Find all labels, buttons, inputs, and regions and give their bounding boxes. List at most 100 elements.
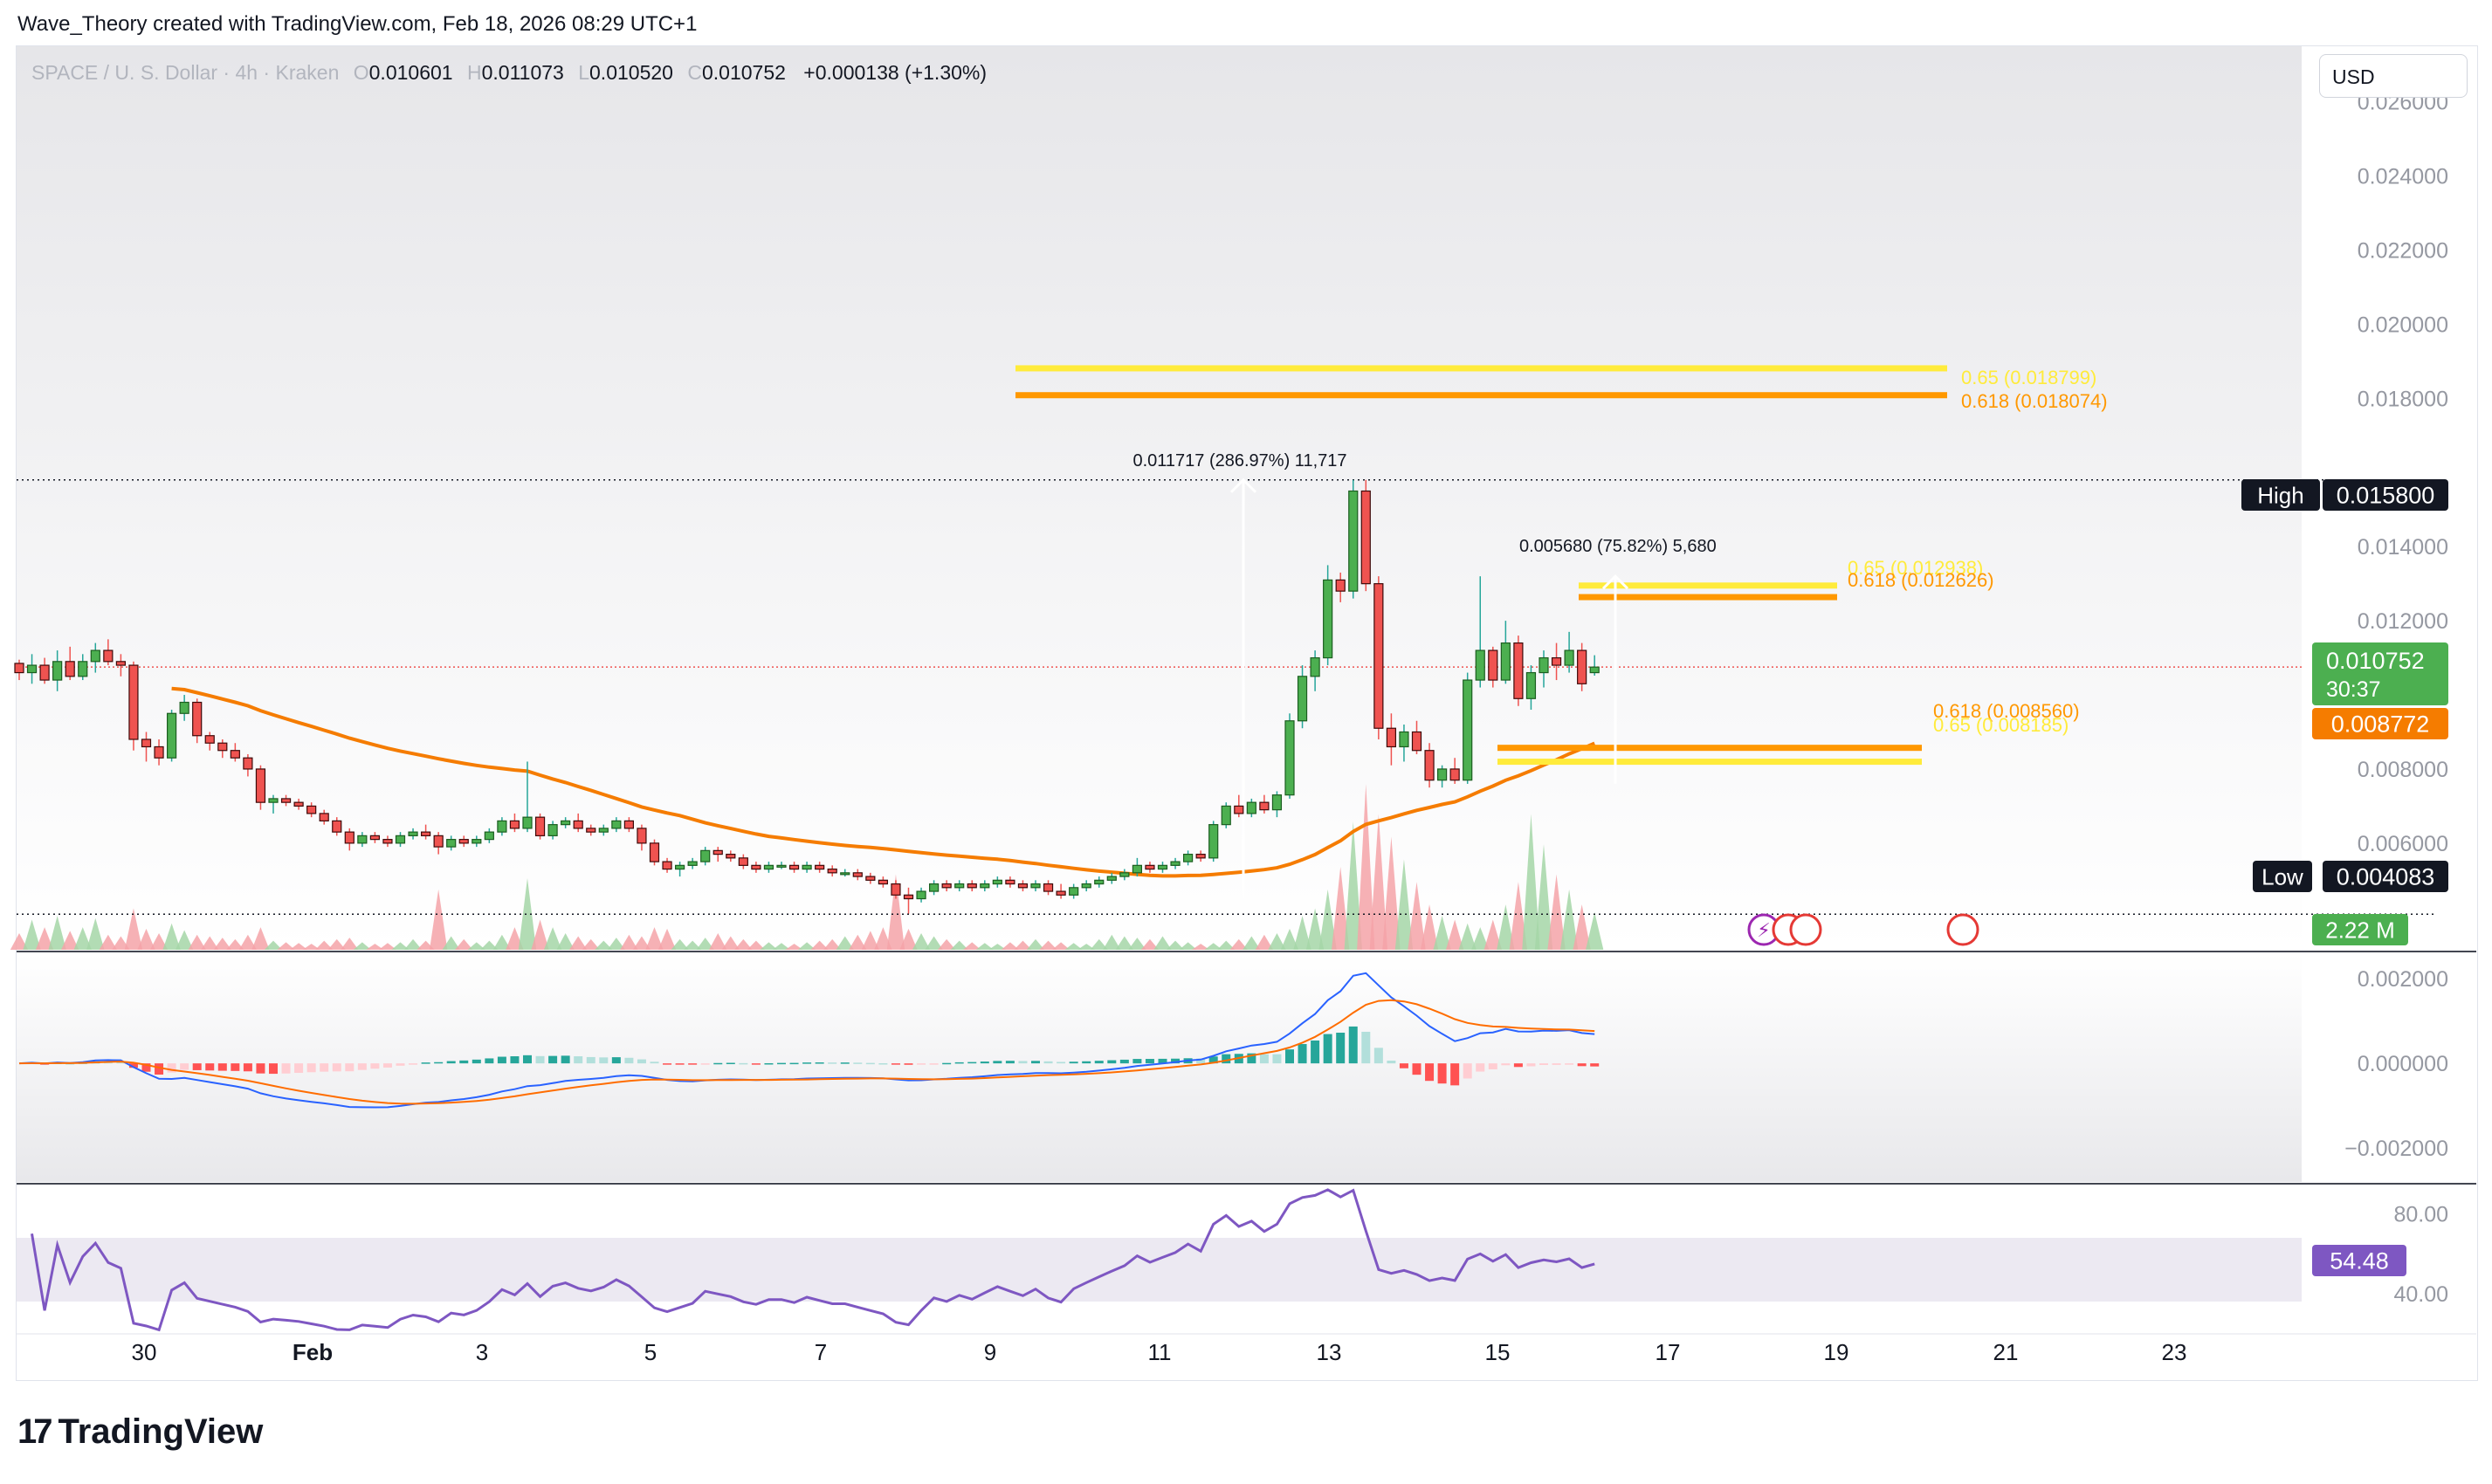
currency-selector[interactable]: USD (2319, 54, 2468, 98)
candle-body (852, 872, 863, 877)
macd-histogram-bar (599, 1057, 609, 1064)
candle-body (1513, 642, 1524, 699)
low-marker-value: 0.004083 (2337, 864, 2435, 890)
macd-histogram-bar (789, 1062, 799, 1065)
event-icons[interactable]: ⚡ (1747, 913, 1979, 946)
volume-mark (61, 931, 79, 950)
candle-body (1246, 801, 1256, 814)
fib-label-mid-065: 0.65 (0.012938) (1848, 557, 1983, 579)
volume-mark (671, 938, 689, 950)
high-marker-value: 0.015800 (2337, 483, 2435, 509)
open-value: 0.010601 (368, 61, 453, 84)
candle-body (788, 864, 800, 870)
macd-histogram-bar (561, 1055, 570, 1064)
macd-histogram-bar (306, 1063, 316, 1073)
fib-low-0618 (1497, 745, 1922, 752)
candle-body (674, 864, 685, 870)
candle-body (815, 864, 825, 870)
candle-body (1539, 656, 1549, 674)
rsi-indicator (31, 1188, 1595, 1332)
macd-histogram-bar (269, 1063, 278, 1075)
candle-body (878, 879, 889, 885)
macd-histogram-bar (637, 1059, 646, 1064)
volume-mark (162, 923, 181, 950)
measure-arrowhead-1 (1229, 477, 1257, 493)
time-tick-label: 7 (815, 1339, 827, 1365)
candle-body (1017, 883, 1029, 889)
volume-mark (1077, 944, 1096, 950)
macd-histogram-bar (1285, 1049, 1294, 1064)
volume-mark (341, 938, 359, 950)
volume-mark (797, 942, 816, 950)
macd-histogram-bar (1336, 1032, 1346, 1064)
symbol-legend[interactable]: SPACE / U. S. Dollar · 4h · Kraken O0.01… (31, 61, 987, 85)
candle-body (916, 890, 926, 900)
time-axis[interactable]: 30 Feb 3 5 7 9 11 13 15 17 19 21 23 (132, 1339, 2187, 1365)
candle-body (192, 701, 203, 737)
time-tick-label: 17 (1656, 1339, 1681, 1365)
candle-body (611, 820, 622, 829)
change-value: +0.000138 (+1.30%) (803, 61, 988, 84)
candle-body (992, 879, 1002, 885)
candle-body (78, 661, 88, 677)
volume-tag: 2.22 M (2325, 917, 2395, 943)
volume-mark (1573, 904, 1591, 950)
volume-mark (1559, 889, 1579, 950)
candle-body (1399, 731, 1409, 748)
macd-histogram-bar (1018, 1061, 1028, 1064)
candle-body (1297, 676, 1308, 722)
volume-mark (925, 936, 943, 950)
macd-histogram-bar (1171, 1058, 1181, 1064)
us-flag-icon[interactable] (1946, 913, 1979, 946)
macd-histogram-bar (535, 1055, 545, 1064)
candle-body (1106, 876, 1117, 881)
candle-body (763, 864, 774, 870)
volume-mark (1217, 940, 1236, 950)
candle-body (204, 735, 215, 744)
candle-body (1589, 666, 1600, 674)
volume-mark (836, 936, 854, 950)
volume-mark (289, 943, 308, 950)
time-tick-label: 13 (1317, 1339, 1342, 1365)
candle-body (1310, 656, 1320, 677)
macd-histogram-bar (1526, 1063, 1536, 1067)
candle-body (662, 861, 672, 870)
volume-mark (950, 940, 968, 950)
time-tick-label: 3 (476, 1339, 488, 1365)
macd-histogram-bar (1043, 1061, 1053, 1064)
rsi-value-tag-bg (2312, 1245, 2406, 1276)
candle-body (738, 857, 748, 866)
high-marker-label-bg (2241, 479, 2320, 511)
macd-histogram-bar (231, 1063, 240, 1071)
macd-histogram-bar (1577, 1063, 1587, 1067)
high-value: 0.011073 (481, 61, 564, 84)
candle-body (547, 824, 558, 836)
macd-histogram-bar (1094, 1061, 1104, 1064)
low-label: L (578, 61, 590, 84)
volume-mark (1014, 940, 1032, 950)
ma-line (171, 686, 1595, 878)
volume-mark (1445, 919, 1464, 950)
high-marker-label: High (2257, 482, 2303, 508)
symbol-name[interactable]: SPACE / U. S. Dollar · 4h · Kraken (31, 61, 340, 84)
low-marker-label: Low (2261, 863, 2303, 890)
macd-histogram-bar (281, 1063, 291, 1074)
macd-histogram-bar (1196, 1058, 1206, 1064)
low-marker-value-bg (2323, 861, 2448, 892)
volume-mark (1204, 943, 1222, 950)
volume-mark (772, 943, 791, 950)
tradingview-logo[interactable]: 17 TradingView (17, 1412, 263, 1452)
drawing-tools[interactable] (17, 365, 2436, 916)
candle-body (167, 712, 177, 759)
lightning-glyph: ⚡ (1757, 920, 1770, 942)
price-tick-label: 0.020000 (2358, 313, 2448, 337)
us-flag-icon[interactable] (1789, 913, 1822, 946)
volume-mark (1433, 916, 1451, 950)
macd-histogram-bar (1145, 1059, 1154, 1064)
fib-upper-065 (1015, 365, 1947, 372)
macd-histogram-bar (294, 1063, 304, 1074)
price-tick-label: 0.018000 (2358, 387, 2448, 411)
volume-mark (1293, 916, 1311, 950)
volume-mark (277, 942, 295, 950)
